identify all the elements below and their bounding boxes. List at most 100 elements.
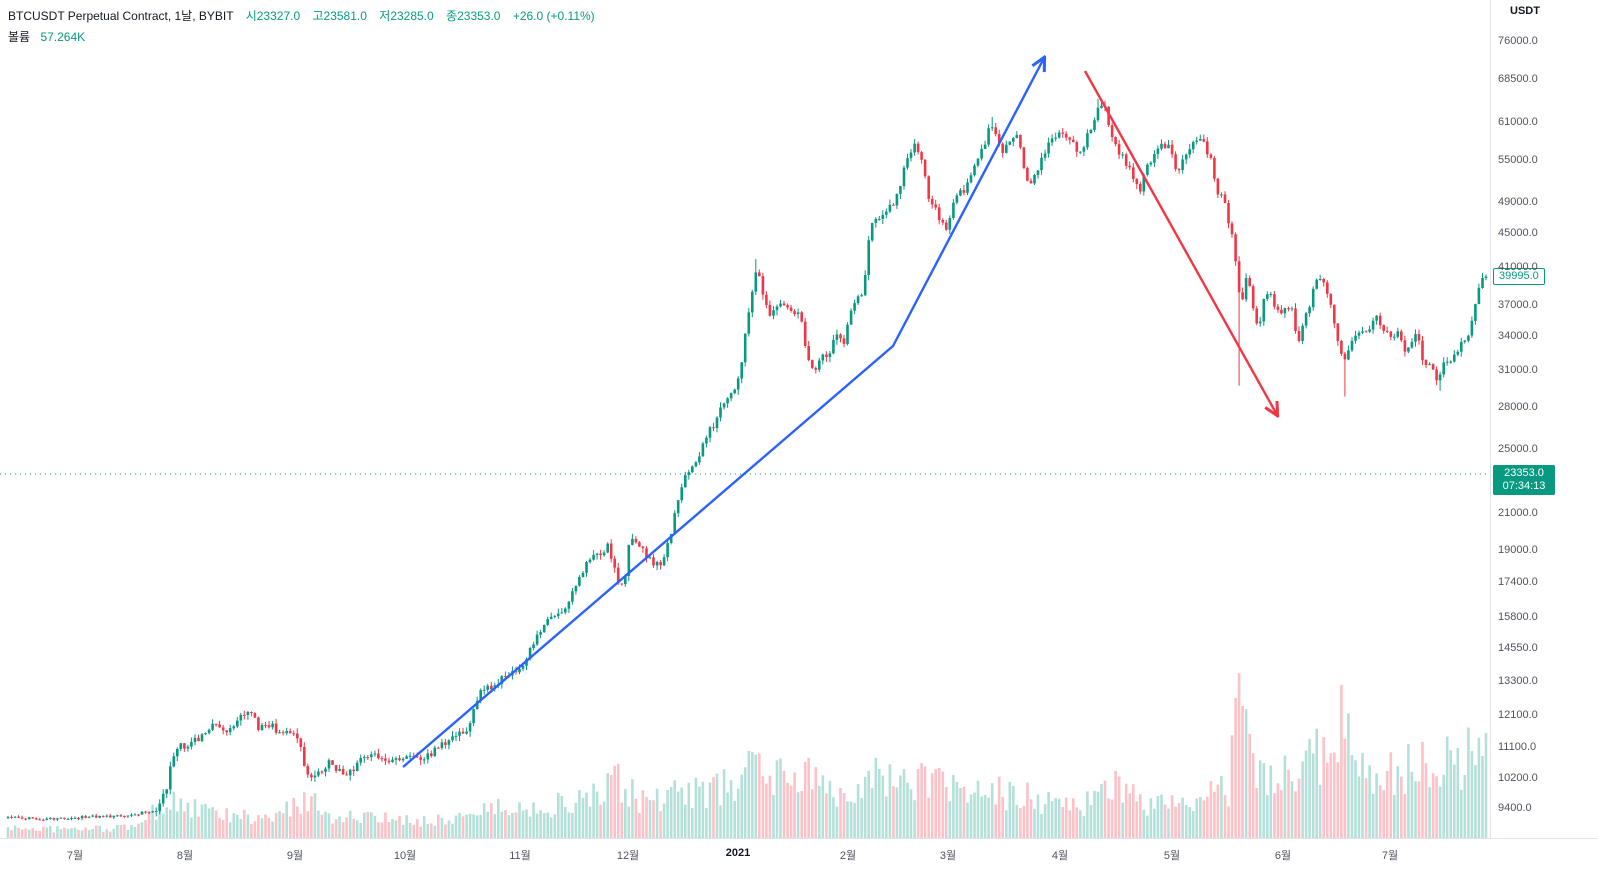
candle-body bbox=[532, 644, 535, 648]
candle-body bbox=[490, 685, 493, 690]
volume-bar bbox=[987, 797, 990, 838]
candle-body bbox=[990, 127, 994, 129]
volume-bar bbox=[1029, 799, 1033, 838]
quote-currency-label[interactable]: USDT bbox=[1510, 5, 1540, 17]
candlestick-chart[interactable] bbox=[0, 0, 1490, 838]
volume-bar bbox=[398, 816, 401, 838]
volume-bar bbox=[1375, 773, 1378, 838]
volume-bar bbox=[260, 818, 264, 838]
price-tick-label: 17400.0 bbox=[1498, 576, 1538, 588]
volume-bar bbox=[1421, 741, 1424, 838]
candle-body bbox=[303, 747, 306, 767]
volume-bar bbox=[1357, 776, 1361, 838]
candle-body bbox=[1347, 350, 1350, 360]
volume-bar bbox=[430, 823, 433, 838]
candle-body bbox=[1146, 164, 1149, 175]
volume-bar bbox=[959, 788, 962, 838]
candle-body bbox=[1110, 125, 1114, 137]
candle-body bbox=[1251, 286, 1255, 309]
open-label: 시 bbox=[245, 9, 257, 23]
candle-body bbox=[296, 733, 299, 739]
volume-bar bbox=[66, 828, 70, 838]
volume-bar bbox=[691, 808, 694, 838]
volume-bar bbox=[631, 779, 634, 838]
volume-bar bbox=[405, 815, 408, 838]
volume-bar bbox=[514, 812, 518, 838]
candle-body bbox=[440, 742, 444, 748]
candle-body bbox=[1389, 331, 1393, 337]
candle-body bbox=[588, 559, 592, 563]
volume-bar bbox=[1470, 751, 1474, 838]
volume-bar bbox=[973, 792, 976, 838]
candle-body bbox=[1340, 340, 1343, 354]
candle-body bbox=[458, 731, 461, 736]
volume-bar bbox=[775, 760, 779, 838]
volume-bar bbox=[1301, 761, 1304, 838]
volume-bar bbox=[941, 771, 945, 838]
volume-bar bbox=[564, 807, 567, 838]
time-axis[interactable]: 7월 8월 9월 10월 11월 12월 2021 2월 3월 4월 5월 6월 7월 bbox=[0, 838, 1598, 884]
candle-body bbox=[200, 734, 204, 742]
candle-body bbox=[1142, 174, 1146, 192]
candle-body bbox=[363, 757, 366, 759]
candle-body bbox=[27, 817, 31, 820]
candle-body bbox=[1213, 157, 1216, 179]
volume-bar bbox=[479, 814, 482, 838]
price-tick-label: 11100.0 bbox=[1498, 741, 1537, 753]
volume-bar bbox=[1287, 769, 1290, 838]
candle-body bbox=[627, 544, 631, 576]
volume-bar bbox=[239, 819, 243, 838]
candle-body bbox=[927, 176, 930, 199]
trend-down-arrow[interactable] bbox=[1083, 70, 1276, 413]
candle-body bbox=[42, 819, 45, 821]
candle-body bbox=[1167, 144, 1170, 149]
candle-body bbox=[1456, 351, 1460, 355]
volume-bar bbox=[130, 825, 133, 838]
volume-bar bbox=[1322, 737, 1325, 838]
candle-body bbox=[832, 339, 835, 354]
volume-bar bbox=[870, 788, 874, 838]
candle-body bbox=[659, 562, 662, 566]
volume-label[interactable]: 볼륨 bbox=[8, 30, 31, 44]
price-axis[interactable]: USDT 39995.0 23353.0 07:34:13 76000.0 685… bbox=[1490, 0, 1598, 838]
symbol-title[interactable]: BTCUSDT Perpetual Contract, 1날, BYBIT bbox=[8, 9, 234, 23]
volume-bar bbox=[1445, 736, 1449, 838]
candle-body bbox=[415, 756, 419, 758]
volume-bar bbox=[1393, 795, 1396, 838]
volume-bar bbox=[144, 820, 147, 838]
volume-bar bbox=[468, 813, 472, 838]
candle-body bbox=[987, 128, 990, 145]
volume-bar bbox=[105, 829, 109, 838]
candle-body bbox=[557, 613, 560, 616]
candle-body bbox=[599, 553, 602, 556]
volume-bar bbox=[511, 813, 514, 838]
candle-body bbox=[969, 175, 973, 183]
volume-bar bbox=[698, 786, 701, 838]
volume-bar bbox=[1241, 706, 1244, 838]
candle-body bbox=[1237, 261, 1241, 293]
chart-pane[interactable]: BTCUSDT Perpetual Contract, 1날, BYBIT 시2… bbox=[0, 0, 1490, 838]
volume-bar bbox=[306, 811, 310, 838]
candle-body bbox=[1033, 174, 1036, 184]
candle-body bbox=[1093, 120, 1096, 130]
change-value: +26.0 (+0.11%) bbox=[512, 9, 595, 23]
candle-body bbox=[334, 765, 338, 771]
candle-body bbox=[966, 182, 969, 193]
volume-bar bbox=[1121, 802, 1124, 838]
trend-up-arrow[interactable] bbox=[402, 60, 1043, 768]
candle-body bbox=[1216, 178, 1220, 195]
volume-bar bbox=[825, 793, 828, 838]
candle-body bbox=[355, 762, 359, 771]
volume-bar bbox=[179, 798, 183, 838]
volume-bar bbox=[997, 776, 1001, 838]
price-tick-label: 9400.0 bbox=[1498, 802, 1532, 814]
volume-bar bbox=[803, 761, 807, 838]
candle-body bbox=[1015, 134, 1019, 138]
candle-body bbox=[789, 307, 793, 311]
open-value: 23327.0 bbox=[256, 9, 301, 23]
volume-bar bbox=[1438, 786, 1442, 838]
candle-body bbox=[116, 815, 119, 817]
candle-body bbox=[1266, 294, 1269, 299]
volume-bar bbox=[221, 819, 225, 838]
time-tick-label: 3월 bbox=[939, 850, 957, 862]
